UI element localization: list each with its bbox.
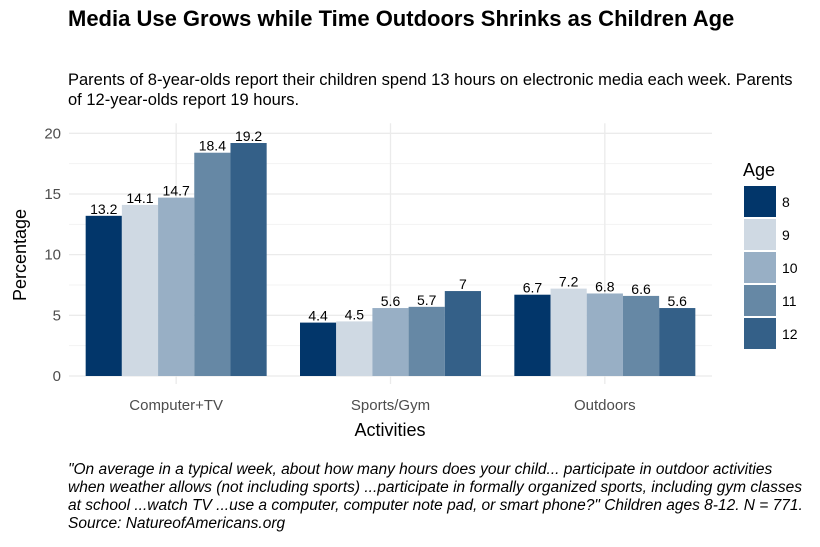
x-tick-label: Computer+TV xyxy=(129,397,223,414)
bar xyxy=(550,288,587,376)
chart-subtitle: Parents of 8-year-olds report their chil… xyxy=(68,71,793,109)
data-label: 4.4 xyxy=(308,308,328,324)
data-label: 13.2 xyxy=(90,201,117,217)
bar xyxy=(300,322,337,376)
data-label: 5.7 xyxy=(417,292,437,308)
x-tick-label: Outdoors xyxy=(574,397,636,414)
data-label: 5.6 xyxy=(381,293,401,309)
y-tick-label: 0 xyxy=(53,368,61,385)
legend-swatch xyxy=(744,186,776,217)
legend-swatch xyxy=(744,252,776,283)
bar xyxy=(372,308,409,376)
data-label: 4.5 xyxy=(345,306,365,322)
bar xyxy=(158,197,195,376)
data-label: 19.2 xyxy=(235,128,262,144)
data-label: 14.7 xyxy=(163,183,190,199)
bar xyxy=(622,295,660,376)
x-axis-title: Activities xyxy=(354,420,425,440)
data-label: 6.6 xyxy=(631,281,651,297)
y-tick-label: 10 xyxy=(44,247,61,264)
bar xyxy=(659,308,696,376)
legend-label: 12 xyxy=(782,326,798,342)
chart-title: Media Use Grows while Time Outdoors Shri… xyxy=(68,6,735,31)
bar xyxy=(444,291,481,376)
legend-label: 11 xyxy=(782,293,797,309)
data-label: 18.4 xyxy=(199,138,226,154)
legend-label: 9 xyxy=(782,227,790,243)
y-tick-label: 15 xyxy=(44,186,61,203)
data-label: 7.2 xyxy=(559,274,579,290)
bar xyxy=(586,293,623,376)
bar xyxy=(194,152,231,376)
chart-caption: "On average in a typical week, about how… xyxy=(68,461,803,532)
legend-swatch xyxy=(744,219,776,250)
bar xyxy=(408,306,445,376)
legend-swatch xyxy=(744,318,776,349)
bar xyxy=(514,294,551,376)
legend-label: 10 xyxy=(782,260,798,276)
y-tick-label: 5 xyxy=(53,307,61,324)
data-label: 14.1 xyxy=(126,190,153,206)
data-label: 6.7 xyxy=(523,280,543,296)
y-tick-label: 20 xyxy=(44,125,61,142)
legend-label: 8 xyxy=(782,194,790,210)
bar xyxy=(121,204,159,376)
bar xyxy=(336,321,373,376)
data-label: 7 xyxy=(459,276,467,292)
bar xyxy=(85,215,122,376)
bar xyxy=(230,143,267,376)
data-label: 6.8 xyxy=(595,278,615,294)
legend-title: Age xyxy=(743,160,775,180)
x-tick-label: Sports/Gym xyxy=(351,397,430,414)
data-label: 5.6 xyxy=(667,293,687,309)
y-axis-title: Percentage xyxy=(10,209,30,301)
legend-swatch xyxy=(744,285,776,316)
